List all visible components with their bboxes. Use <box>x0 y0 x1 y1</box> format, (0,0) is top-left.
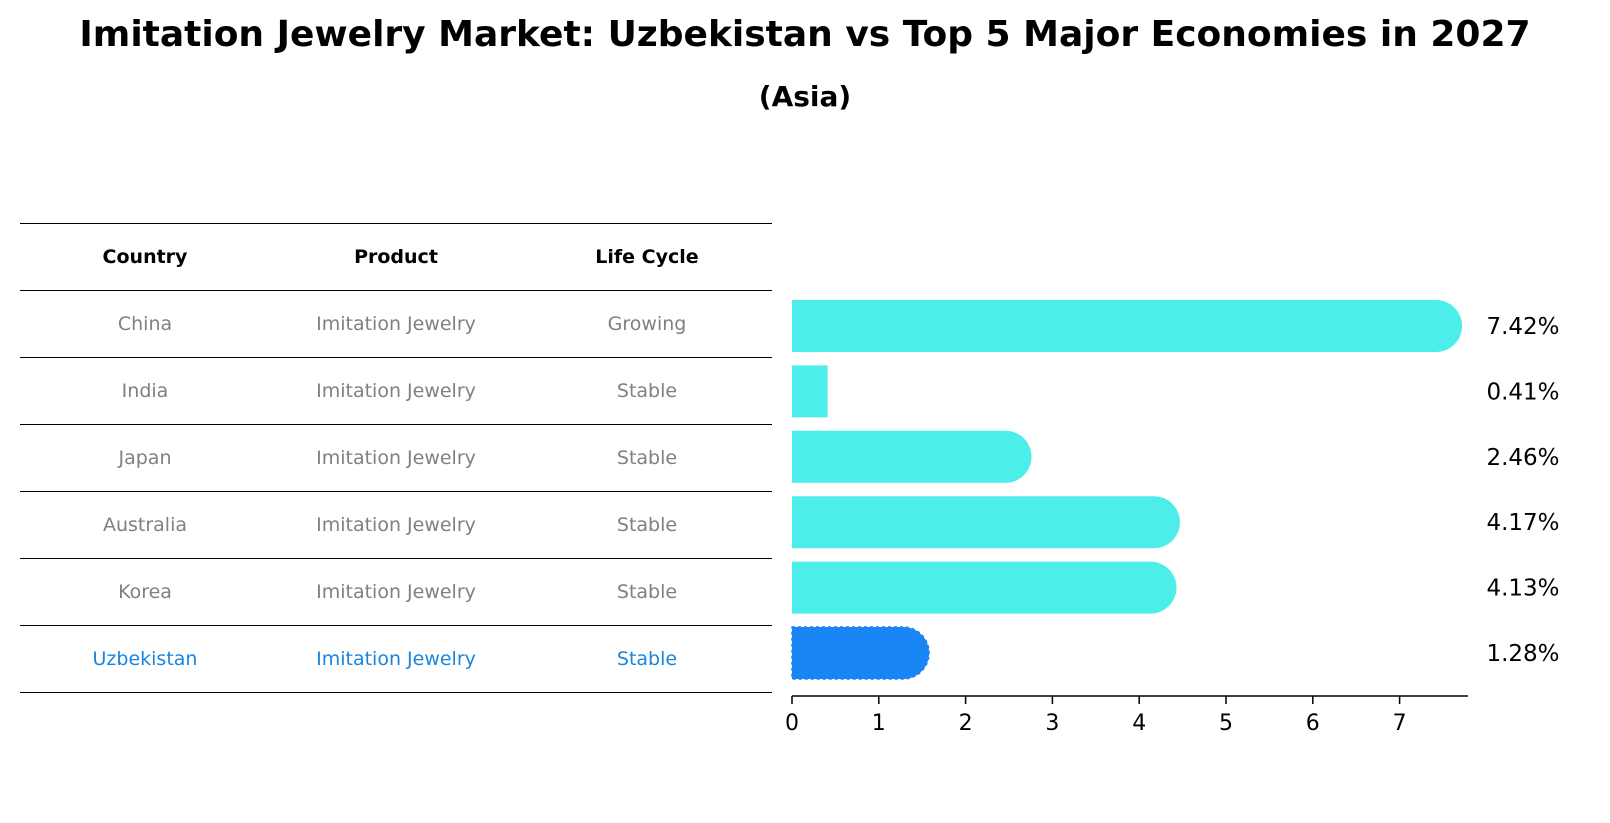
bar-india <box>792 365 828 418</box>
value-label: 4.13% <box>1486 576 1559 602</box>
cell-product: Imitation Jewelry <box>316 380 476 402</box>
bar-australia <box>792 496 1180 549</box>
cell-country: Korea <box>118 581 172 603</box>
cell-product: Imitation Jewelry <box>316 313 476 335</box>
bar-china <box>792 300 1463 352</box>
x-tick-label: 6 <box>1306 711 1320 736</box>
cell-product: Imitation Jewelry <box>316 514 476 536</box>
table-row: China Imitation Jewelry Growing <box>20 290 772 357</box>
cell-product: Imitation Jewelry <box>316 648 476 670</box>
cell-country: Australia <box>102 514 188 536</box>
bar-japan <box>792 430 1032 483</box>
cell-country: Uzbekistan <box>92 648 198 670</box>
cell-life-cycle: Stable <box>616 514 678 536</box>
table-row: India Imitation Jewelry Stable <box>20 357 772 424</box>
cell-life-cycle: Stable <box>616 648 678 670</box>
cell-life-cycle: Stable <box>616 447 678 469</box>
bar-uzbekistan <box>791 626 930 680</box>
table-header-row: Country Product Life Cycle <box>20 223 772 290</box>
x-tick-label: 7 <box>1393 711 1407 736</box>
table-row: Korea Imitation Jewelry Stable <box>20 558 772 625</box>
bar-korea <box>792 561 1177 614</box>
cell-country: Japan <box>118 447 172 469</box>
header-country: Country <box>102 246 188 268</box>
chart-subtitle: (Asia) <box>758 80 852 113</box>
x-tick-label: 4 <box>1132 711 1146 736</box>
cell-country: China <box>117 313 173 335</box>
table-row: Australia Imitation Jewelry Stable <box>20 491 772 558</box>
value-label: 1.28% <box>1486 641 1559 667</box>
cell-life-cycle: Growing <box>607 313 687 335</box>
x-tick-label: 2 <box>959 711 973 736</box>
value-label: 0.41% <box>1486 379 1559 405</box>
x-tick-label: 3 <box>1045 711 1059 736</box>
x-tick-label: 0 <box>785 711 799 736</box>
x-tick-label: 1 <box>872 711 886 736</box>
cell-product: Imitation Jewelry <box>316 447 476 469</box>
table-row: Japan Imitation Jewelry Stable <box>20 424 772 491</box>
header-product: Product <box>354 246 438 268</box>
country-table: Country Product Life Cycle China Imitati… <box>20 223 772 693</box>
cell-life-cycle: Stable <box>616 581 678 603</box>
value-label: 2.46% <box>1486 445 1559 471</box>
table-row-highlighted: Uzbekistan Imitation Jewelry Stable <box>20 625 772 693</box>
value-label: 7.42% <box>1486 314 1559 340</box>
cell-product: Imitation Jewelry <box>316 581 476 603</box>
cell-country: India <box>121 380 169 402</box>
cell-life-cycle: Stable <box>616 380 678 402</box>
x-tick-label: 5 <box>1219 711 1233 736</box>
value-label: 4.17% <box>1486 510 1559 536</box>
header-life-cycle: Life Cycle <box>595 246 699 268</box>
chart-title: Imitation Jewelry Market: Uzbekistan vs … <box>79 14 1531 55</box>
